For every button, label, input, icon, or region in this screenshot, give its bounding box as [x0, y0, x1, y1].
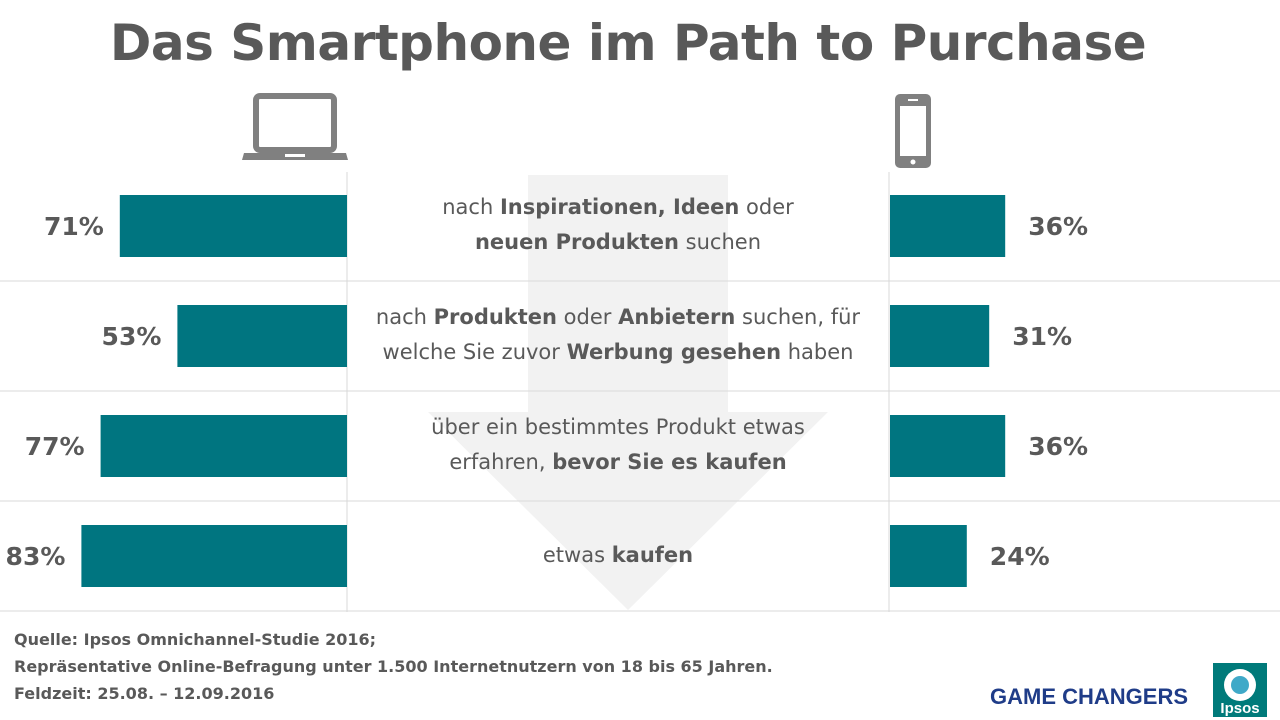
ipsos-logo-text: Ipsos: [1220, 700, 1259, 717]
category-label-run: über ein bestimmtes Produkt etwas: [431, 415, 805, 439]
category-label-bold-run: kaufen: [611, 542, 694, 567]
smartphone-bar: [890, 525, 967, 587]
category-label-run: etwas: [542, 542, 612, 567]
laptop-bar: [119, 195, 347, 257]
smartphone-value-label: 36%: [1028, 212, 1088, 241]
smartphone-value-label: 31%: [1012, 322, 1072, 351]
category-label: nach Produkten oder Anbietern suchen, fü…: [350, 300, 886, 370]
category-label-run: oder: [557, 305, 619, 329]
laptop-value-label: 77%: [25, 432, 85, 461]
method-line: Repräsentative Online-Befragung unter 1.…: [14, 657, 773, 676]
smartphone-bar: [890, 305, 990, 367]
category-label-run: welche Sie zuvor: [382, 340, 567, 364]
laptop-value-label: 83%: [6, 542, 66, 571]
smartphone-icon: [895, 94, 931, 168]
category-label-run: suchen, für: [735, 305, 861, 329]
page-title: Das Smartphone im Path to Purchase: [109, 14, 1147, 72]
category-label-bold-run: Inspirationen, Ideen: [499, 195, 740, 219]
category-label-bold-run: Produkten: [433, 305, 557, 329]
category-label-run: haben: [781, 340, 854, 364]
category-label-line: etwas kaufen: [350, 538, 886, 573]
category-label-line: welche Sie zuvor Werbung gesehen haben: [350, 335, 886, 370]
laptop-bar: [81, 525, 348, 587]
smartphone-value-label: 36%: [1028, 432, 1088, 461]
source-line: Quelle: Ipsos Omnichannel-Studie 2016;: [14, 630, 377, 649]
game-changers-tagline: GAME CHANGERS: [990, 684, 1189, 709]
category-label-bold-run: neuen Produkten: [474, 230, 679, 254]
category-label-bold-run: Werbung gesehen: [566, 340, 782, 364]
category-label-run: suchen: [679, 230, 762, 254]
laptop-value-label: 71%: [44, 212, 104, 241]
smartphone-bar: [890, 195, 1006, 257]
laptop-value-label: 53%: [102, 322, 162, 351]
ipsos-logo: Ipsos: [1213, 663, 1267, 717]
category-label: über ein bestimmtes Produkt etwas erfahre…: [350, 410, 886, 480]
category-label-run: nach: [375, 305, 434, 329]
laptop-bar: [100, 415, 347, 477]
category-label-run: nach: [442, 195, 500, 219]
category-label-run: oder: [739, 195, 794, 219]
category-label-bold-run: bevor Sie es kaufen: [552, 450, 787, 474]
laptop-icon: [242, 93, 348, 160]
category-label: etwas kaufen: [350, 538, 886, 573]
category-label-line: erfahren, bevor Sie es kaufen: [350, 445, 886, 480]
category-label-bold-run: Anbietern: [618, 305, 736, 329]
category-label-run: erfahren,: [449, 450, 553, 474]
category-label: nach Inspirationen, Ideen oder neuen Prod…: [350, 190, 886, 260]
smartphone-bar: [890, 415, 1006, 477]
category-label-line: über ein bestimmtes Produkt etwas: [350, 410, 886, 445]
category-label-line: nach Inspirationen, Ideen oder: [350, 190, 886, 225]
category-label-line: neuen Produkten suchen: [350, 225, 886, 260]
smartphone-value-label: 24%: [990, 542, 1050, 571]
category-label-line: nach Produkten oder Anbietern suchen, fü…: [350, 300, 886, 335]
fieldwork-line: Feldzeit: 25.08. – 12.09.2016: [14, 684, 275, 703]
laptop-bar: [177, 305, 347, 367]
